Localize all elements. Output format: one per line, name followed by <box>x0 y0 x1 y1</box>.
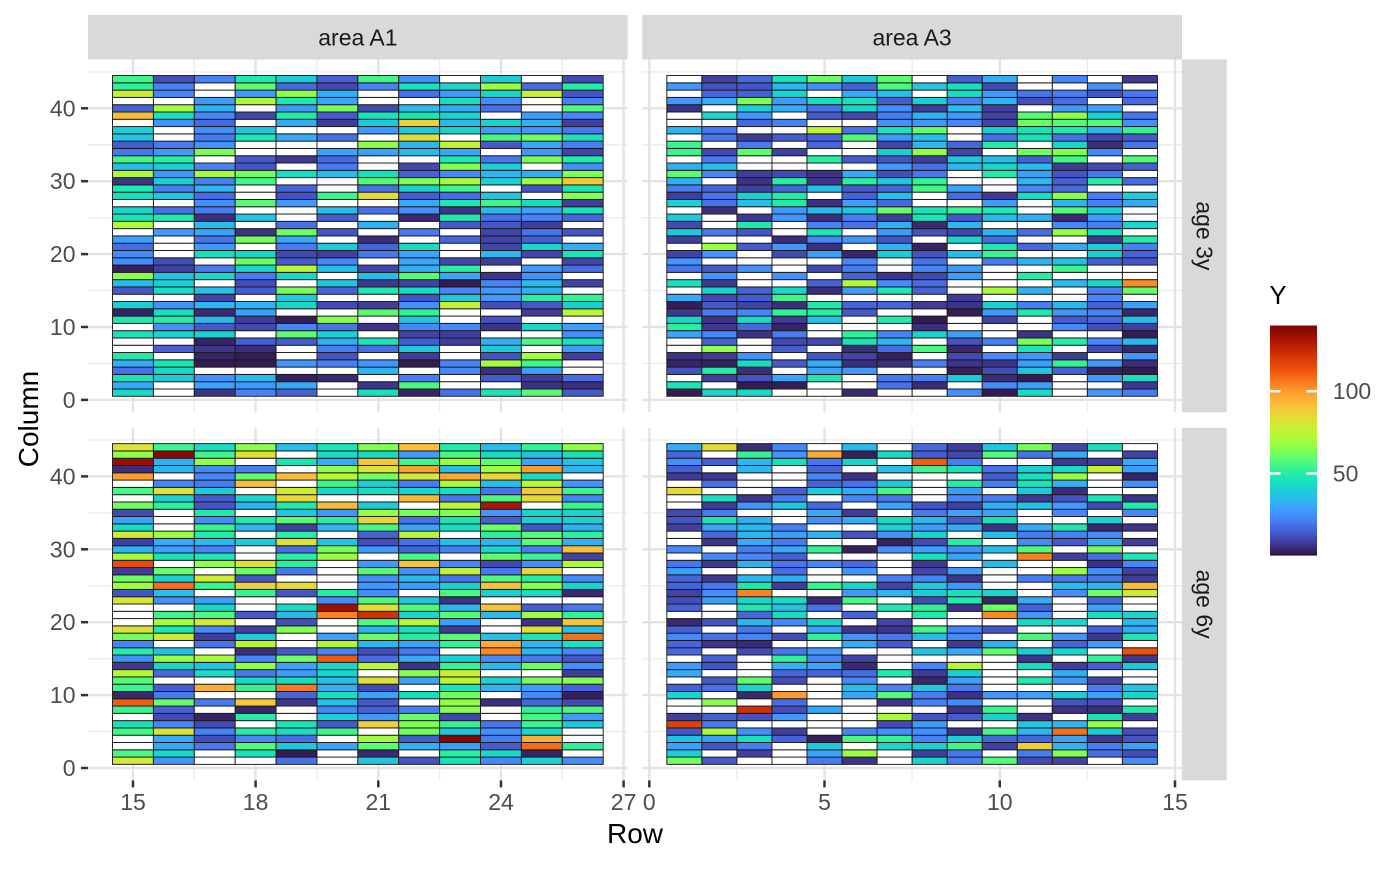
svg-text:15: 15 <box>120 789 146 815</box>
svg-text:area A1: area A1 <box>318 25 397 51</box>
svg-text:age 6y: age 6y <box>1192 570 1218 640</box>
svg-text:15: 15 <box>1162 789 1188 815</box>
svg-text:20: 20 <box>50 609 76 635</box>
svg-text:area A3: area A3 <box>872 25 951 51</box>
svg-text:Y: Y <box>1270 282 1287 310</box>
svg-text:40: 40 <box>50 463 76 489</box>
svg-text:30: 30 <box>50 536 76 562</box>
svg-text:0: 0 <box>63 755 76 781</box>
svg-text:10: 10 <box>50 682 76 708</box>
svg-text:24: 24 <box>488 789 514 815</box>
svg-text:50: 50 <box>1333 460 1359 486</box>
svg-text:30: 30 <box>50 168 76 194</box>
svg-text:Row: Row <box>607 818 664 849</box>
svg-text:27: 27 <box>611 789 637 815</box>
svg-text:100: 100 <box>1333 378 1371 404</box>
svg-text:20: 20 <box>50 241 76 267</box>
svg-text:18: 18 <box>243 789 269 815</box>
svg-text:Column: Column <box>13 371 44 467</box>
svg-text:5: 5 <box>818 789 831 815</box>
svg-text:21: 21 <box>366 789 392 815</box>
svg-text:40: 40 <box>50 95 76 121</box>
svg-text:0: 0 <box>643 789 656 815</box>
svg-text:10: 10 <box>50 314 76 340</box>
svg-text:10: 10 <box>987 789 1013 815</box>
svg-text:0: 0 <box>63 387 76 413</box>
svg-text:age 3y: age 3y <box>1192 201 1218 271</box>
